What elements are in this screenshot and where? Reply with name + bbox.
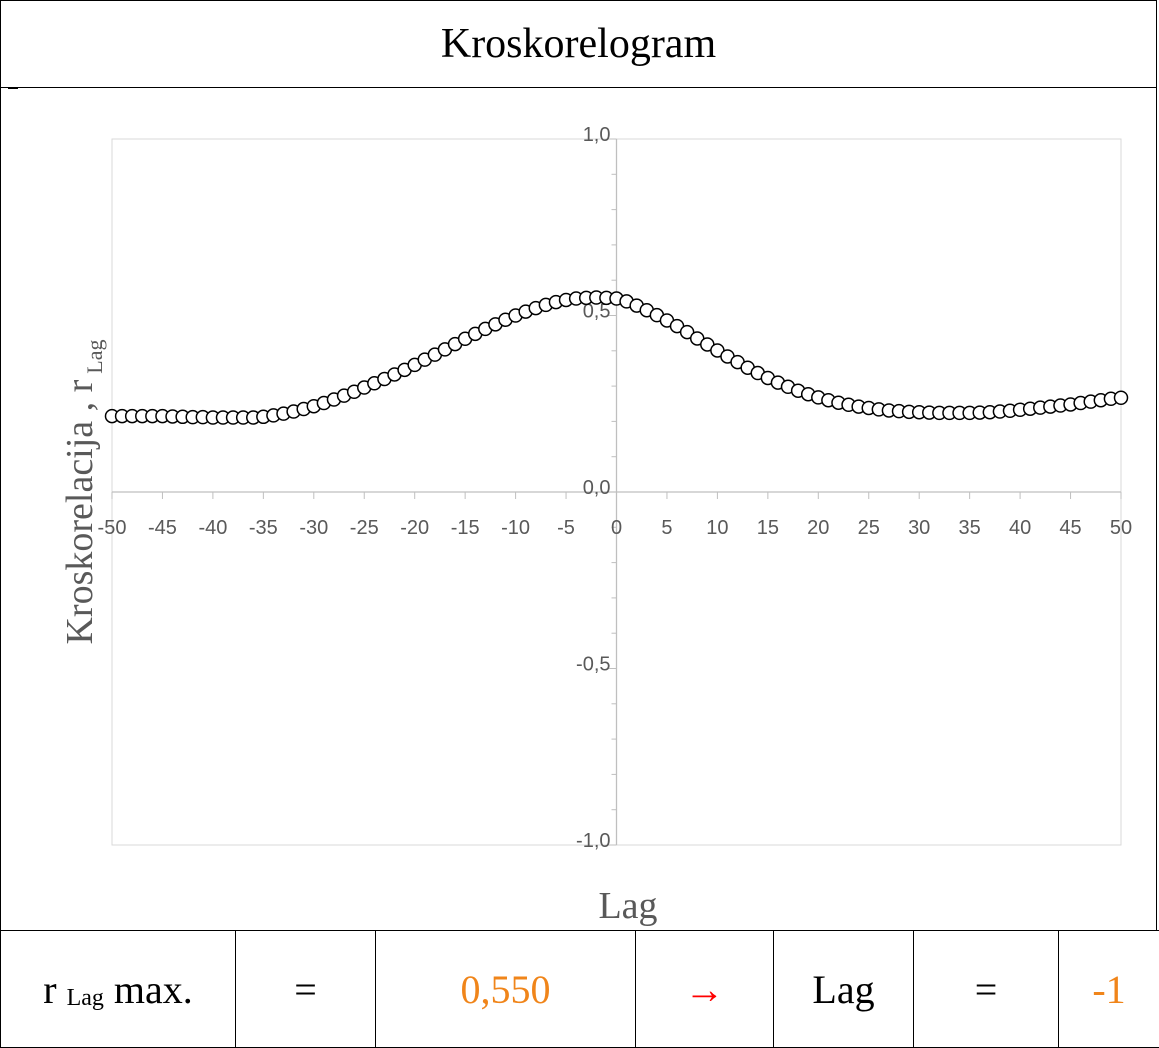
x-tick-label: -20 <box>400 517 429 539</box>
axes <box>111 138 1122 846</box>
x-tick-label: -40 <box>198 517 227 539</box>
x-tick-label: 20 <box>807 517 829 539</box>
equals-sign-2: = <box>913 930 1059 1048</box>
y-tick-label: 1,0 <box>583 124 611 146</box>
r-lag-max-label: r Lag max. <box>0 930 236 1048</box>
x-tick-label: 0 <box>611 517 622 539</box>
cross-correlogram-chart: 1,00,50,0-0,5-1,0 -50 -45 -40 -35 -30 -25 -20-… <box>59 124 1133 927</box>
x-tick-label: 40 <box>1009 517 1031 539</box>
x-axis-title: Lag <box>598 885 657 927</box>
y-tick-label: -0,5 <box>576 654 610 676</box>
r-symbol: r <box>43 966 57 1012</box>
r-suffix: max. <box>113 966 193 1012</box>
x-tick-label: 15 <box>757 517 779 539</box>
summary-row: r Lag max. = 0,550 → Lag = -1 <box>0 930 1159 1048</box>
x-tick-label: -10 <box>501 517 530 539</box>
x-tick-labels: -50 -45 -40 -35 -30 -25 -20 -15 -10 -5 0 5 10 15 20 25 3… <box>98 517 1133 539</box>
x-tick-label: 30 <box>908 517 930 539</box>
x-tick-label: -15 <box>451 517 480 539</box>
chart-title-box: Kroskorelogram <box>0 0 1157 88</box>
chart-title: Kroskorelogram <box>440 21 717 67</box>
x-tick-label: -30 <box>299 517 328 539</box>
summary-table: r Lag max. = 0,550 → Lag = -1 <box>0 930 1159 1048</box>
x-tick-label: 35 <box>959 517 981 539</box>
data-point <box>679 324 695 340</box>
x-tick-label: 50 <box>1110 517 1132 539</box>
x-tick-label: -25 <box>350 517 379 539</box>
data-point <box>1113 390 1129 405</box>
y-tick-labels: 1,0 0,5 0,0 -0,5 -1,0 <box>576 124 610 852</box>
x-tick-label: -5 <box>557 517 575 539</box>
x-tick-label: 45 <box>1059 517 1081 539</box>
right-arrow-icon: → <box>635 930 774 1048</box>
y-axis-title-sub: Lag <box>82 339 107 373</box>
y-tick-label: 0,0 <box>583 477 611 499</box>
x-tick-label: -35 <box>249 517 278 539</box>
x-tick-label: -50 <box>98 517 127 539</box>
y-axis-title-main: Kroskorelacija , r <box>59 379 101 644</box>
corner-mark <box>8 88 18 89</box>
y-axis-title: Kroskorelacija , r Lag <box>59 339 107 644</box>
lag-label: Lag <box>773 930 914 1048</box>
chart-frame <box>0 88 1157 930</box>
x-tick-label: 10 <box>706 517 728 539</box>
equals-sign-1: = <box>235 930 376 1048</box>
x-tick-label: 5 <box>661 517 672 539</box>
lag-value: -1 <box>1058 930 1159 1048</box>
data-points <box>104 290 1129 425</box>
x-tick-label: -45 <box>148 517 177 539</box>
r-subscript: Lag <box>66 984 104 1011</box>
x-tick-label: 25 <box>858 517 880 539</box>
y-tick-label: -1,0 <box>576 830 610 852</box>
r-max-value: 0,550 <box>375 930 636 1048</box>
y-tick-label: 0,5 <box>583 301 611 323</box>
